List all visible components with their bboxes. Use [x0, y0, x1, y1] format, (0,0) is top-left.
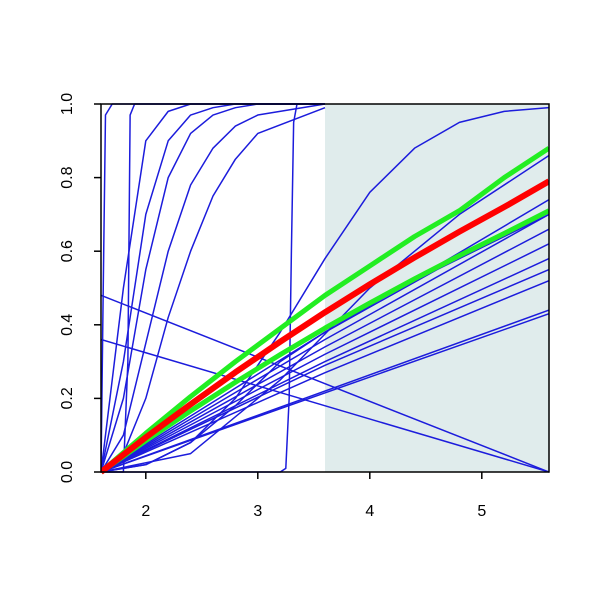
series-line: [101, 279, 549, 473]
y-tick-label: 0.4: [59, 314, 76, 336]
series-line: [101, 228, 549, 473]
series-line: [101, 154, 549, 473]
y-tick-label: 0.0: [59, 461, 76, 483]
series-line: [101, 243, 549, 473]
y-tick-label: 0.2: [59, 387, 76, 409]
series-line: [101, 268, 549, 473]
series-line: [101, 208, 549, 475]
y-tick-label: 0.8: [59, 166, 76, 188]
series-line: [101, 313, 549, 473]
series-line: [101, 106, 549, 473]
y-tick-label: 1.0: [59, 93, 76, 115]
series-line: [101, 338, 549, 473]
series-line: [101, 103, 325, 473]
plot-frame: [100, 103, 550, 473]
series-line: [101, 213, 549, 473]
x-tick-label: 5: [477, 503, 486, 520]
y-tick-label: 0.6: [59, 240, 76, 262]
x-tick-label: 2: [141, 503, 150, 520]
x-tick-label: 4: [365, 503, 374, 520]
series-line: [101, 294, 549, 473]
series-line: [101, 146, 549, 474]
series-line: [101, 178, 549, 475]
series-line: [101, 103, 326, 473]
x-tick-label: 3: [253, 503, 262, 520]
series-line: [101, 257, 549, 473]
series-line: [101, 106, 326, 473]
